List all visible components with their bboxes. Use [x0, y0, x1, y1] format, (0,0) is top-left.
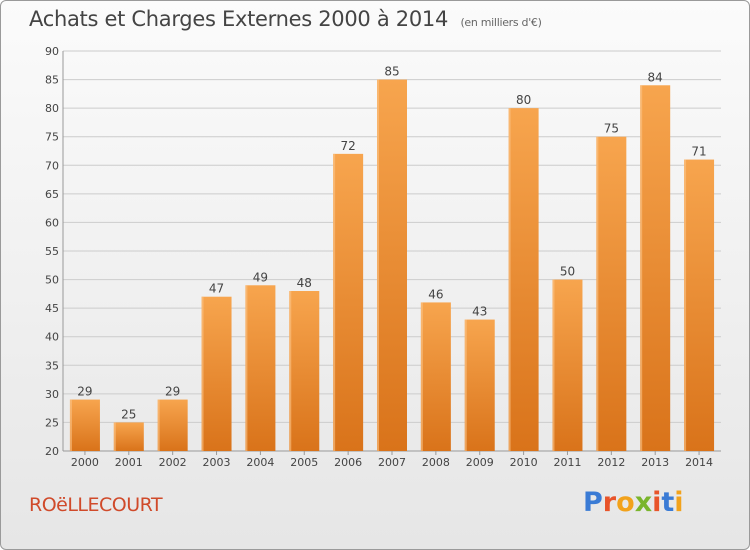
y-tick-label: 30 — [45, 388, 59, 401]
x-tick-label: 2008 — [422, 456, 450, 469]
data-label: 72 — [340, 139, 355, 153]
x-tick-label: 2011 — [553, 456, 581, 469]
y-tick-label: 60 — [45, 216, 59, 229]
y-tick-label: 40 — [45, 331, 59, 344]
data-label: 84 — [648, 70, 663, 84]
x-tick-label: 2005 — [290, 456, 318, 469]
y-tick-label: 50 — [45, 274, 59, 287]
y-tick-label: 55 — [45, 245, 59, 258]
y-tick-label: 65 — [45, 188, 59, 201]
bar-2005 — [289, 291, 320, 451]
brand-letter: P — [583, 487, 603, 518]
y-tick-label: 90 — [45, 45, 59, 58]
bar-2013 — [640, 85, 671, 452]
data-label: 85 — [384, 65, 399, 79]
bar-highlight — [289, 291, 292, 451]
y-tick-label: 75 — [45, 131, 59, 144]
brand-letter: x — [634, 487, 653, 518]
brand-letter: t — [661, 487, 675, 518]
data-label: 25 — [121, 407, 136, 421]
bar-highlight — [201, 296, 204, 451]
x-tick-label: 2006 — [334, 456, 362, 469]
bar-2003 — [201, 296, 232, 451]
y-tick-label: 25 — [45, 416, 59, 429]
brand-letter: o — [616, 487, 635, 518]
data-label: 29 — [77, 385, 92, 399]
bar-highlight — [245, 285, 248, 451]
bar-2001 — [113, 422, 144, 451]
data-label: 75 — [604, 122, 619, 136]
y-tick-label: 20 — [45, 445, 59, 458]
bar-2008 — [420, 302, 451, 451]
bar-2012 — [596, 136, 627, 451]
bar-highlight — [377, 79, 379, 452]
y-tick-label: 45 — [45, 302, 59, 315]
bar-2009 — [464, 319, 495, 451]
x-tick-label: 2001 — [115, 456, 143, 469]
bar-2014 — [684, 159, 715, 452]
x-tick-label: 2009 — [466, 456, 494, 469]
x-tick-label: 2004 — [246, 456, 274, 469]
bar-highlight — [157, 399, 160, 451]
bar-2010 — [508, 108, 539, 452]
bar-highlight — [420, 302, 423, 451]
data-label: 46 — [428, 287, 443, 301]
x-tick-label: 2002 — [159, 456, 187, 469]
x-tick-label: 2014 — [685, 456, 713, 469]
y-tick-label: 85 — [45, 74, 59, 87]
data-label: 29 — [165, 385, 180, 399]
data-label: 80 — [516, 93, 531, 107]
bar-highlight — [113, 422, 116, 451]
data-label: 43 — [472, 305, 487, 319]
data-label: 71 — [691, 145, 706, 159]
bar-2002 — [157, 399, 188, 451]
x-tick-label: 2000 — [71, 456, 99, 469]
x-tick-label: 2003 — [203, 456, 231, 469]
x-tick-label: 2013 — [641, 456, 669, 469]
x-tick-label: 2007 — [378, 456, 406, 469]
data-label: 47 — [209, 282, 224, 296]
bar-highlight — [552, 279, 555, 451]
bar-2006 — [333, 153, 364, 451]
data-labels: 29 25 29 47 49 48 72 85 46 43 80 50 75 84 71 — [77, 65, 706, 422]
bar-highlight — [684, 159, 687, 452]
title-text: Achats et Charges Externes 2000 à 2014 — [29, 7, 449, 31]
bar-2007 — [377, 79, 407, 452]
x-tick-label: 2010 — [510, 456, 538, 469]
x-tick-label: 2012 — [597, 456, 625, 469]
bar-highlight — [640, 85, 643, 452]
y-tick-label: 35 — [45, 359, 59, 372]
bar-highlight — [333, 153, 336, 451]
bar-2000 — [69, 399, 100, 451]
chart-title: Achats et Charges Externes 2000 à 2014 (… — [29, 7, 542, 31]
bar-2004 — [245, 285, 276, 451]
proxiti-logo[interactable]: Proxiti — [583, 487, 684, 518]
commune-name: ROëLLECOURT — [29, 494, 163, 516]
bar-2011 — [552, 279, 583, 451]
bars — [69, 79, 715, 452]
data-label: 48 — [297, 276, 312, 290]
data-label: 49 — [253, 270, 268, 284]
data-label: 50 — [560, 265, 575, 279]
brand-letter: i — [674, 487, 684, 518]
y-tick-label: 80 — [45, 102, 59, 115]
brand-letter: i — [652, 487, 662, 518]
bar-highlight — [596, 136, 599, 451]
bar-highlight — [69, 399, 72, 451]
bar-highlight — [508, 108, 511, 452]
brand-letter: r — [602, 487, 617, 518]
y-tick-label: 70 — [45, 159, 59, 172]
chart-subtitle: (en milliers d'€) — [460, 16, 542, 29]
bar-highlight — [464, 319, 467, 451]
